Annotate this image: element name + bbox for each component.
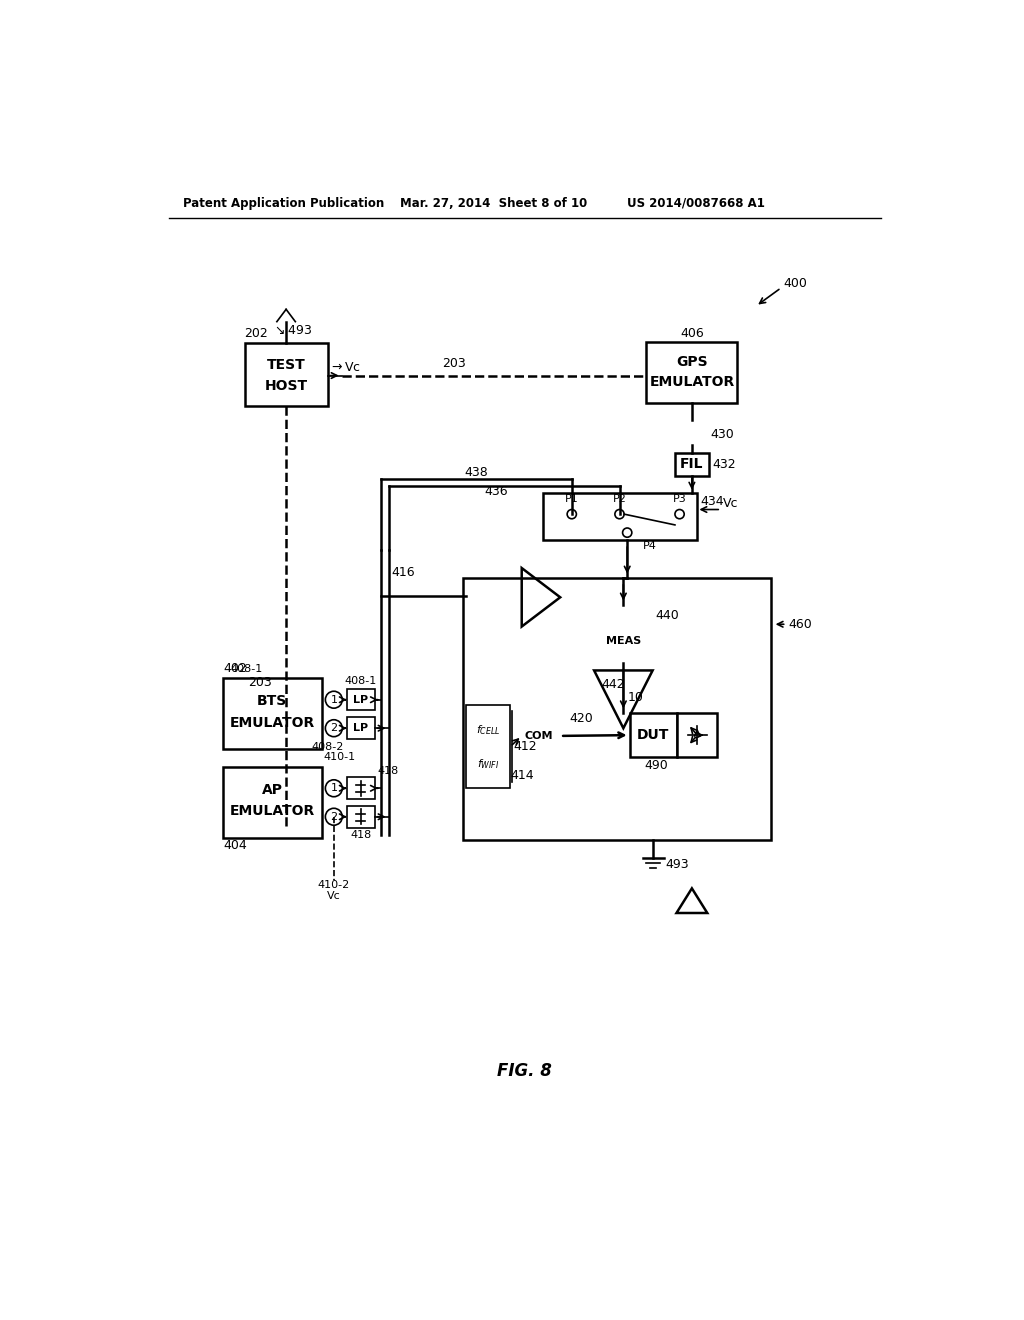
Text: 203: 203 [442, 356, 466, 370]
Text: 202: 202 [245, 327, 268, 341]
Text: LP: LP [353, 694, 369, 705]
Text: 418: 418 [350, 830, 372, 841]
FancyBboxPatch shape [347, 807, 375, 828]
Text: P2: P2 [612, 494, 627, 504]
Text: P1: P1 [565, 494, 579, 504]
Text: DUT: DUT [637, 729, 670, 742]
Text: GPS: GPS [676, 355, 708, 368]
Text: FIG. 8: FIG. 8 [498, 1061, 552, 1080]
Text: 408-1: 408-1 [230, 664, 263, 675]
Text: FIL: FIL [680, 457, 703, 471]
Text: 490: 490 [644, 759, 669, 772]
Text: US 2014/0087668 A1: US 2014/0087668 A1 [628, 197, 765, 210]
Text: P3: P3 [673, 494, 686, 504]
Text: Vc: Vc [723, 496, 738, 510]
Text: 440: 440 [655, 610, 680, 622]
FancyBboxPatch shape [646, 342, 737, 404]
Text: 1: 1 [331, 694, 337, 705]
Text: 442: 442 [602, 677, 626, 690]
Text: MEAS: MEAS [606, 636, 641, 645]
Text: 438: 438 [465, 466, 488, 479]
Text: 406: 406 [680, 327, 703, 341]
Text: LP: LP [353, 723, 369, 733]
Text: 10: 10 [628, 690, 643, 704]
Text: Patent Application Publication: Patent Application Publication [183, 197, 384, 210]
Text: AP: AP [262, 783, 283, 797]
Text: 432: 432 [712, 458, 735, 471]
Text: 414: 414 [510, 770, 534, 783]
FancyBboxPatch shape [675, 453, 709, 475]
Text: 404: 404 [223, 838, 247, 851]
Text: 2: 2 [331, 812, 337, 822]
Text: 1: 1 [331, 783, 337, 793]
Text: 416: 416 [391, 566, 415, 579]
Text: BTS: BTS [257, 694, 288, 709]
FancyBboxPatch shape [347, 718, 375, 739]
Text: EMULATOR: EMULATOR [649, 375, 734, 389]
Text: 410-1: 410-1 [323, 751, 355, 762]
Text: 436: 436 [484, 484, 508, 498]
Text: $f_{WIFI}$: $f_{WIFI}$ [476, 756, 499, 771]
FancyBboxPatch shape [543, 492, 696, 540]
Text: $\rightarrow$Vc: $\rightarrow$Vc [330, 362, 361, 375]
Text: $\searrow$493: $\searrow$493 [272, 325, 312, 338]
Text: 418: 418 [378, 767, 399, 776]
Text: $f_{CELL}$: $f_{CELL}$ [475, 723, 500, 737]
FancyBboxPatch shape [677, 713, 717, 758]
Text: 493: 493 [666, 858, 689, 871]
Text: 408-1: 408-1 [345, 676, 377, 686]
Text: 420: 420 [569, 713, 593, 726]
Text: 430: 430 [711, 428, 734, 441]
Text: 408-2: 408-2 [311, 742, 344, 751]
Text: 203: 203 [249, 676, 272, 689]
FancyBboxPatch shape [347, 777, 375, 799]
Text: P4: P4 [643, 541, 656, 552]
Text: EMULATOR: EMULATOR [229, 715, 314, 730]
Text: 434: 434 [700, 495, 724, 508]
FancyBboxPatch shape [466, 705, 510, 788]
FancyBboxPatch shape [223, 767, 322, 838]
FancyBboxPatch shape [347, 689, 375, 710]
Text: Mar. 27, 2014  Sheet 8 of 10: Mar. 27, 2014 Sheet 8 of 10 [400, 197, 588, 210]
Text: 402: 402 [223, 663, 247, 676]
Text: 410-2: 410-2 [317, 880, 350, 890]
Text: TEST: TEST [266, 358, 305, 372]
Text: Vc: Vc [327, 891, 341, 902]
Text: 460: 460 [788, 618, 812, 631]
Text: 2: 2 [331, 723, 337, 733]
FancyBboxPatch shape [245, 343, 328, 407]
Text: HOST: HOST [264, 379, 307, 392]
Text: COM: COM [524, 731, 553, 741]
Text: 412: 412 [513, 741, 537, 754]
FancyBboxPatch shape [630, 713, 677, 758]
FancyBboxPatch shape [223, 678, 322, 748]
Text: EMULATOR: EMULATOR [229, 804, 314, 818]
Text: 400: 400 [783, 277, 807, 289]
FancyBboxPatch shape [463, 578, 771, 840]
